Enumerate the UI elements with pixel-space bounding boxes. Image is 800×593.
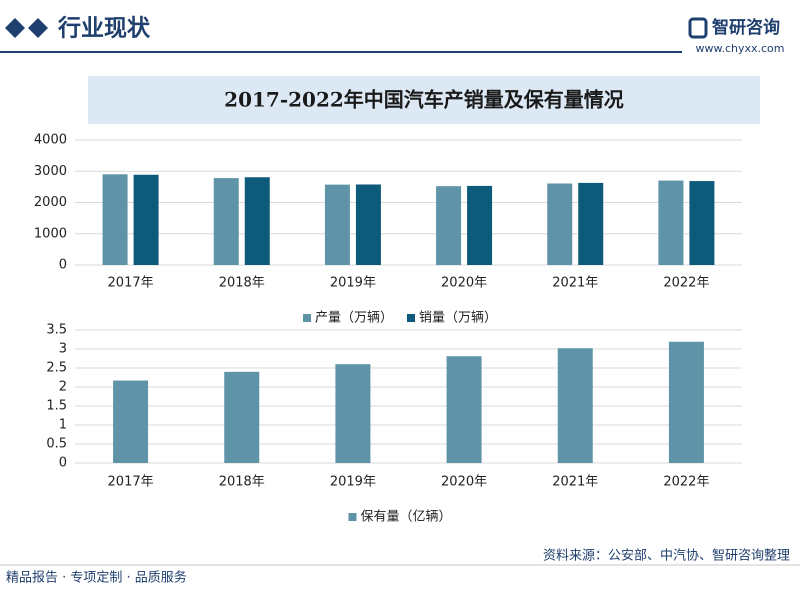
bar: [467, 185, 493, 265]
brand-logo: [688, 17, 708, 39]
chart-title: 2017-2022年中国汽车产销量及保有量情况: [224, 88, 624, 112]
legend-label: 销量（万辆）: [419, 311, 497, 326]
footer-slogan: 精品报告 · 专项定制 · 品质服务: [6, 570, 187, 586]
x-tick-label: 2018年: [219, 475, 265, 490]
x-tick-label: 2017年: [108, 276, 154, 291]
bar: [446, 356, 482, 463]
y-tick-label: 0: [59, 258, 67, 273]
x-tick-label: 2020年: [441, 475, 487, 490]
bar: [102, 174, 128, 265]
bar: [213, 178, 239, 265]
x-tick-label: 2017年: [108, 475, 154, 490]
legend-swatch: [407, 314, 415, 322]
header-icon: [28, 18, 48, 38]
x-tick-label: 2019年: [330, 475, 376, 490]
bar: [335, 364, 371, 463]
x-tick-label: 2019年: [330, 276, 376, 291]
y-tick-label: 1000: [34, 226, 67, 241]
y-tick-label: 2000: [34, 195, 67, 210]
bar: [224, 371, 260, 463]
header-title: 行业现状: [57, 15, 151, 42]
legend-swatch: [302, 314, 311, 322]
source-note: 资料来源：公安部、中汽协、智研咨询整理: [543, 549, 790, 564]
y-tick-label: 2.5: [46, 361, 67, 376]
y-tick-label: 4000: [34, 133, 67, 148]
y-tick-label: 1: [59, 418, 67, 433]
bar: [689, 181, 715, 265]
x-tick-label: 2021年: [552, 276, 598, 291]
x-tick-label: 2021年: [552, 475, 598, 490]
x-tick-label: 2022年: [663, 276, 709, 291]
x-tick-label: 2022年: [663, 475, 709, 490]
bar: [557, 348, 593, 463]
bar: [355, 184, 381, 265]
y-tick-label: 3.5: [46, 323, 67, 338]
bar: [578, 182, 604, 265]
y-tick-label: 0: [59, 456, 67, 471]
bar: [668, 341, 704, 463]
y-tick-label: 3: [59, 342, 67, 357]
bar: [658, 180, 684, 265]
legend-label: 产量（万辆）: [315, 311, 393, 326]
brand-name: 智研咨询: [712, 17, 780, 38]
header-icon: [5, 18, 25, 38]
bar: [436, 186, 462, 265]
y-tick-label: 1.5: [46, 399, 67, 414]
bar: [113, 380, 149, 463]
bar: [547, 183, 573, 265]
brand-url: www.chyxx.com: [695, 42, 784, 55]
x-tick-label: 2018年: [219, 276, 265, 291]
bar: [133, 174, 159, 265]
title-box: [88, 76, 760, 124]
bar: [324, 184, 350, 265]
bar: [244, 177, 270, 265]
y-tick-label: 3000: [34, 164, 67, 179]
legend-swatch: [348, 513, 357, 521]
x-tick-label: 2020年: [441, 276, 487, 291]
y-tick-label: 2: [59, 380, 67, 395]
legend-label: 保有量（亿辆）: [360, 510, 451, 525]
y-tick-label: 0.5: [46, 437, 67, 452]
